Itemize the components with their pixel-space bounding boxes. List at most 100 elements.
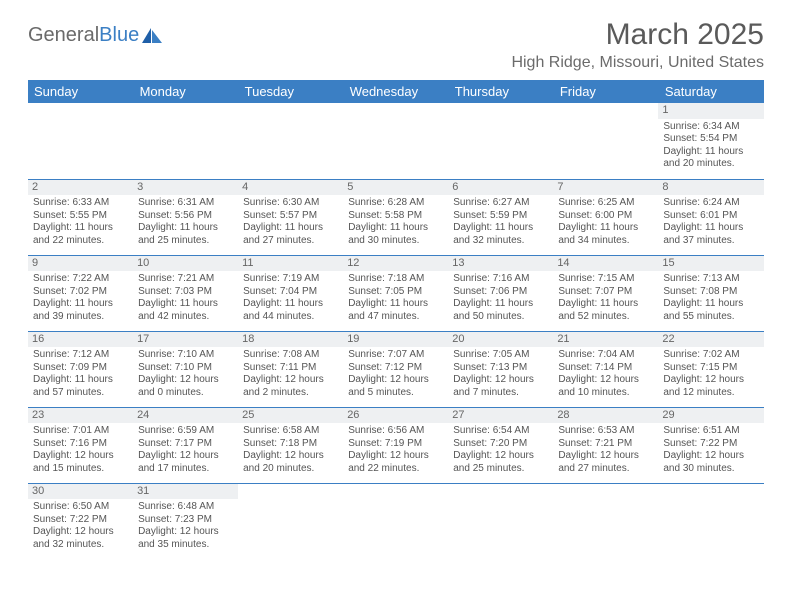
day-number: 20: [448, 332, 553, 348]
day-info: Sunrise: 7:13 AMSunset: 7:08 PMDaylight:…: [662, 273, 759, 323]
calendar-cell: 22Sunrise: 7:02 AMSunset: 7:15 PMDayligh…: [658, 331, 763, 407]
day-number: 14: [553, 256, 658, 272]
daylight-text: Daylight: 11 hours and 44 minutes.: [243, 298, 338, 323]
daylight-text: Daylight: 12 hours and 0 minutes.: [138, 374, 233, 399]
calendar-cell: [133, 103, 238, 179]
calendar-cell: 11Sunrise: 7:19 AMSunset: 7:04 PMDayligh…: [238, 255, 343, 331]
day-number: 5: [343, 180, 448, 196]
sunrise-text: Sunrise: 6:59 AM: [138, 425, 233, 438]
calendar-cell: 14Sunrise: 7:15 AMSunset: 7:07 PMDayligh…: [553, 255, 658, 331]
day-number: 1: [658, 103, 763, 119]
day-info: Sunrise: 6:51 AMSunset: 7:22 PMDaylight:…: [662, 425, 759, 475]
sunset-text: Sunset: 6:01 PM: [663, 210, 758, 223]
calendar-cell: 18Sunrise: 7:08 AMSunset: 7:11 PMDayligh…: [238, 331, 343, 407]
day-number: 15: [658, 256, 763, 272]
sunset-text: Sunset: 5:56 PM: [138, 210, 233, 223]
sunset-text: Sunset: 7:07 PM: [558, 286, 653, 299]
weekday-header: Friday: [553, 80, 658, 103]
day-info: Sunrise: 7:18 AMSunset: 7:05 PMDaylight:…: [347, 273, 444, 323]
calendar-row: 30Sunrise: 6:50 AMSunset: 7:22 PMDayligh…: [28, 483, 764, 559]
day-number: 22: [658, 332, 763, 348]
calendar-cell: 16Sunrise: 7:12 AMSunset: 7:09 PMDayligh…: [28, 331, 133, 407]
calendar-cell: 4Sunrise: 6:30 AMSunset: 5:57 PMDaylight…: [238, 179, 343, 255]
day-info: Sunrise: 7:04 AMSunset: 7:14 PMDaylight:…: [557, 349, 654, 399]
calendar-cell: 26Sunrise: 6:56 AMSunset: 7:19 PMDayligh…: [343, 407, 448, 483]
calendar-cell: 17Sunrise: 7:10 AMSunset: 7:10 PMDayligh…: [133, 331, 238, 407]
daylight-text: Daylight: 11 hours and 42 minutes.: [138, 298, 233, 323]
calendar-cell: [28, 103, 133, 179]
location: High Ridge, Missouri, United States: [511, 54, 764, 72]
sunset-text: Sunset: 7:21 PM: [558, 438, 653, 451]
calendar-cell: [553, 483, 658, 559]
day-info: Sunrise: 6:25 AMSunset: 6:00 PMDaylight:…: [557, 197, 654, 247]
day-number: 27: [448, 408, 553, 424]
calendar-cell: [448, 483, 553, 559]
sunrise-text: Sunrise: 7:04 AM: [558, 349, 653, 362]
daylight-text: Daylight: 11 hours and 37 minutes.: [663, 222, 758, 247]
calendar-cell: 13Sunrise: 7:16 AMSunset: 7:06 PMDayligh…: [448, 255, 553, 331]
day-number: 13: [448, 256, 553, 272]
day-number: 21: [553, 332, 658, 348]
sunset-text: Sunset: 6:00 PM: [558, 210, 653, 223]
calendar-cell: 8Sunrise: 6:24 AMSunset: 6:01 PMDaylight…: [658, 179, 763, 255]
day-info: Sunrise: 6:24 AMSunset: 6:01 PMDaylight:…: [662, 197, 759, 247]
day-number: 18: [238, 332, 343, 348]
daylight-text: Daylight: 11 hours and 25 minutes.: [138, 222, 233, 247]
daylight-text: Daylight: 12 hours and 10 minutes.: [558, 374, 653, 399]
weekday-header: Sunday: [28, 80, 133, 103]
day-info: Sunrise: 6:33 AMSunset: 5:55 PMDaylight:…: [32, 197, 129, 247]
day-info: Sunrise: 7:15 AMSunset: 7:07 PMDaylight:…: [557, 273, 654, 323]
day-info: Sunrise: 7:12 AMSunset: 7:09 PMDaylight:…: [32, 349, 129, 399]
calendar-cell: 12Sunrise: 7:18 AMSunset: 7:05 PMDayligh…: [343, 255, 448, 331]
sunrise-text: Sunrise: 7:01 AM: [33, 425, 128, 438]
calendar-cell: 3Sunrise: 6:31 AMSunset: 5:56 PMDaylight…: [133, 179, 238, 255]
day-number: 17: [133, 332, 238, 348]
day-number: 30: [28, 484, 133, 500]
logo-blue-text: Blue: [99, 24, 139, 47]
day-info: Sunrise: 6:48 AMSunset: 7:23 PMDaylight:…: [137, 501, 234, 551]
logo: GeneralBlue: [28, 24, 163, 47]
logo-sail-icon: [141, 27, 163, 45]
weekday-header: Monday: [133, 80, 238, 103]
sunset-text: Sunset: 5:58 PM: [348, 210, 443, 223]
sunrise-text: Sunrise: 6:48 AM: [138, 501, 233, 514]
calendar-row: 16Sunrise: 7:12 AMSunset: 7:09 PMDayligh…: [28, 331, 764, 407]
daylight-text: Daylight: 12 hours and 32 minutes.: [33, 526, 128, 551]
daylight-text: Daylight: 11 hours and 20 minutes.: [663, 146, 758, 171]
day-number: 25: [238, 408, 343, 424]
logo-text-1: General: [28, 24, 99, 47]
day-info: Sunrise: 7:16 AMSunset: 7:06 PMDaylight:…: [452, 273, 549, 323]
sunset-text: Sunset: 7:13 PM: [453, 362, 548, 375]
calendar-cell: 15Sunrise: 7:13 AMSunset: 7:08 PMDayligh…: [658, 255, 763, 331]
daylight-text: Daylight: 12 hours and 12 minutes.: [663, 374, 758, 399]
day-number: 12: [343, 256, 448, 272]
calendar-table: SundayMondayTuesdayWednesdayThursdayFrid…: [28, 80, 764, 559]
sunrise-text: Sunrise: 7:12 AM: [33, 349, 128, 362]
daylight-text: Daylight: 12 hours and 17 minutes.: [138, 450, 233, 475]
sunrise-text: Sunrise: 7:05 AM: [453, 349, 548, 362]
calendar-row: 1Sunrise: 6:34 AMSunset: 5:54 PMDaylight…: [28, 103, 764, 179]
calendar-cell: 19Sunrise: 7:07 AMSunset: 7:12 PMDayligh…: [343, 331, 448, 407]
sunrise-text: Sunrise: 7:18 AM: [348, 273, 443, 286]
sunrise-text: Sunrise: 7:21 AM: [138, 273, 233, 286]
calendar-row: 9Sunrise: 7:22 AMSunset: 7:02 PMDaylight…: [28, 255, 764, 331]
sunrise-text: Sunrise: 6:24 AM: [663, 197, 758, 210]
day-number: 8: [658, 180, 763, 196]
daylight-text: Daylight: 12 hours and 20 minutes.: [243, 450, 338, 475]
calendar-cell: 31Sunrise: 6:48 AMSunset: 7:23 PMDayligh…: [133, 483, 238, 559]
daylight-text: Daylight: 11 hours and 50 minutes.: [453, 298, 548, 323]
sunset-text: Sunset: 7:10 PM: [138, 362, 233, 375]
sunset-text: Sunset: 7:14 PM: [558, 362, 653, 375]
sunrise-text: Sunrise: 6:34 AM: [663, 121, 758, 134]
sunrise-text: Sunrise: 6:28 AM: [348, 197, 443, 210]
day-number: 31: [133, 484, 238, 500]
sunset-text: Sunset: 7:09 PM: [33, 362, 128, 375]
calendar-cell: 20Sunrise: 7:05 AMSunset: 7:13 PMDayligh…: [448, 331, 553, 407]
day-info: Sunrise: 6:58 AMSunset: 7:18 PMDaylight:…: [242, 425, 339, 475]
sunrise-text: Sunrise: 6:58 AM: [243, 425, 338, 438]
day-number: 28: [553, 408, 658, 424]
sunrise-text: Sunrise: 7:08 AM: [243, 349, 338, 362]
calendar-head: SundayMondayTuesdayWednesdayThursdayFrid…: [28, 80, 764, 103]
day-info: Sunrise: 6:28 AMSunset: 5:58 PMDaylight:…: [347, 197, 444, 247]
day-number: 9: [28, 256, 133, 272]
